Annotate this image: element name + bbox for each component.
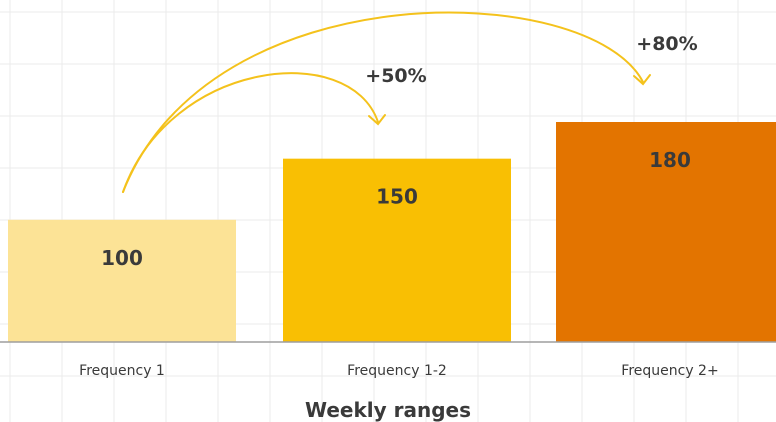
bar-value-label: 150 (376, 185, 418, 209)
x-tick-labels-group: Frequency 1 Frequency 1-2 Frequency 2+ (79, 363, 719, 379)
bar-1 (8, 219, 236, 342)
annotations-group: +50% +80% (122, 11, 698, 193)
x-tick-label: Frequency 1-2 (347, 363, 447, 379)
annotation-label: +80% (636, 33, 697, 55)
value-labels-group: 100 150 180 (101, 148, 691, 270)
bar-3 (556, 122, 776, 342)
bar-value-label: 180 (649, 148, 691, 172)
bars-group (8, 122, 776, 342)
annotation-arrowhead (368, 114, 386, 126)
x-tick-label: Frequency 1 (79, 363, 165, 379)
annotation-arrow (122, 11, 644, 193)
annotation-arrowhead (633, 74, 651, 86)
x-axis-title: Weekly ranges (305, 398, 471, 422)
bar-value-label: 100 (101, 246, 143, 270)
bar-2 (283, 158, 511, 342)
annotation-label: +50% (365, 65, 426, 87)
x-tick-label: Frequency 2+ (621, 363, 718, 379)
